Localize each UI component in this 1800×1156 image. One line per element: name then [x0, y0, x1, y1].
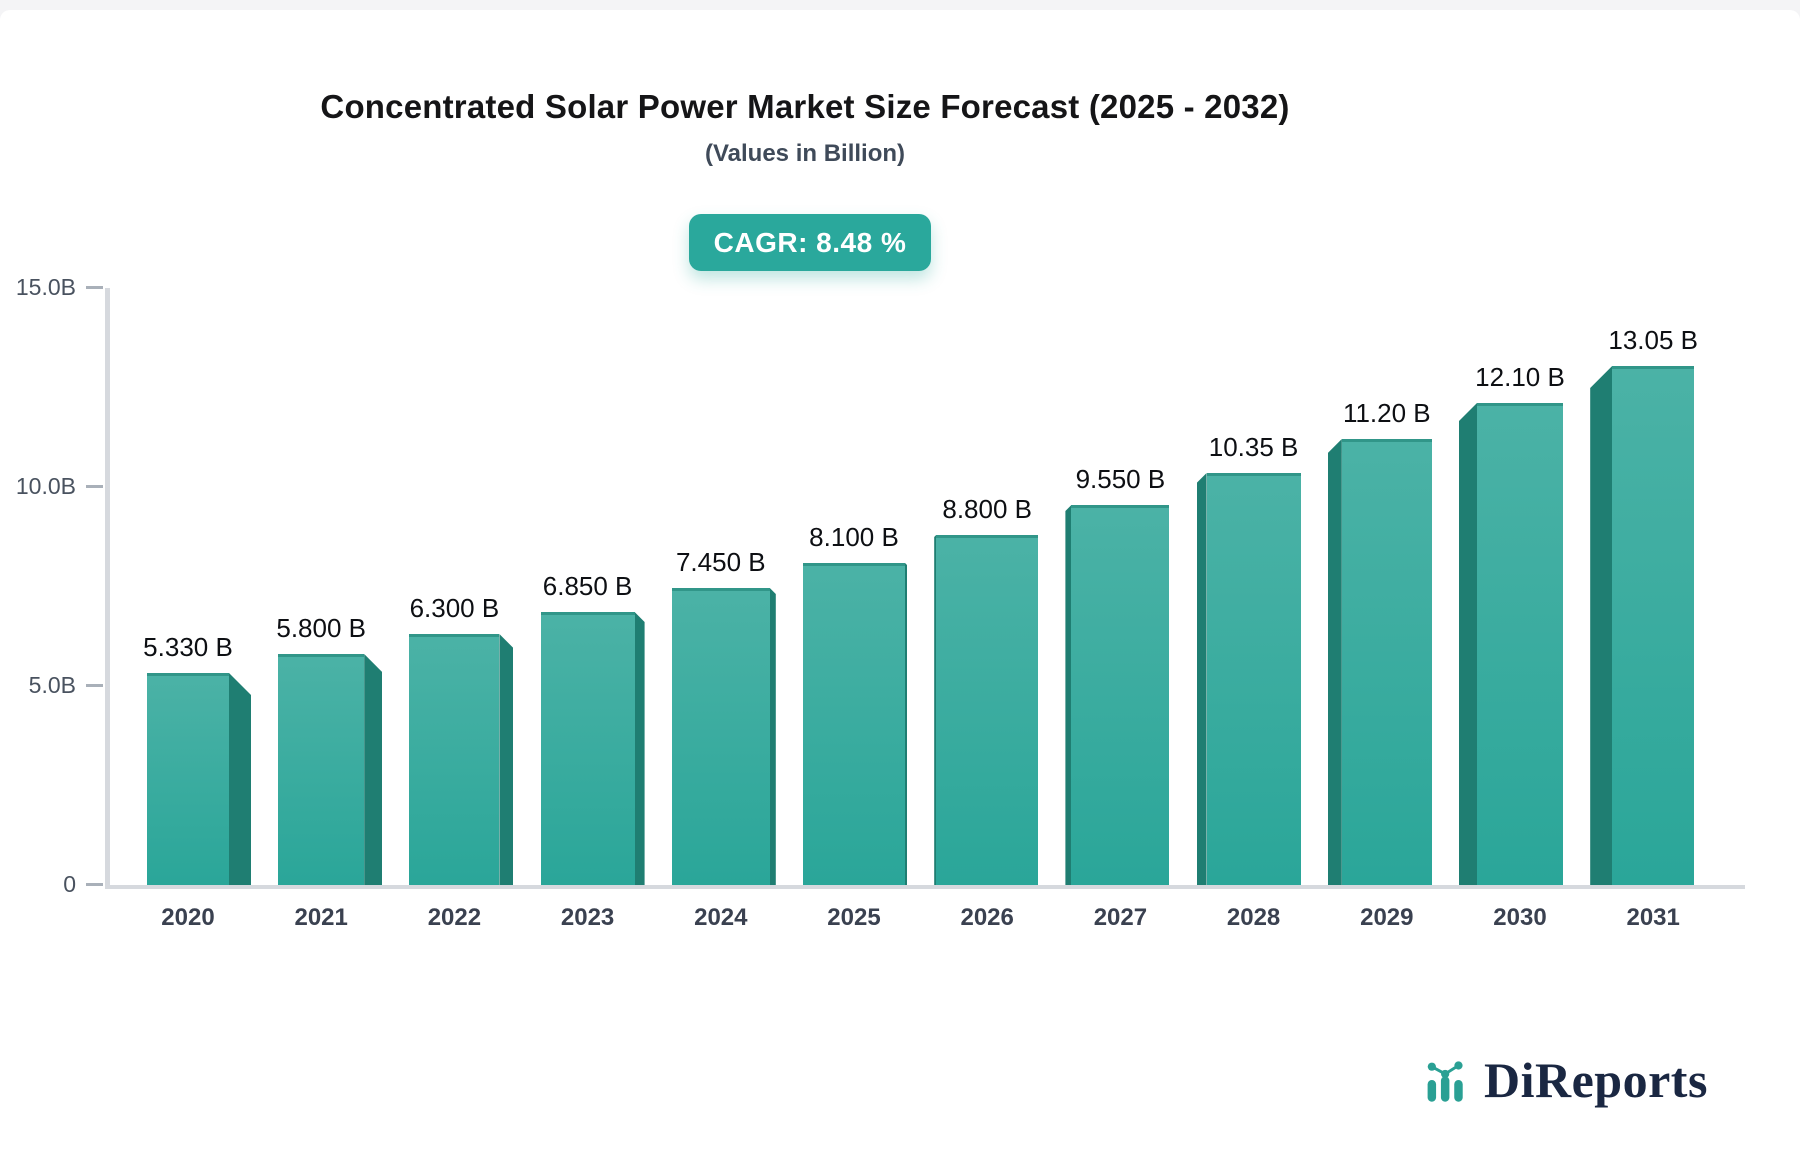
bar-side-shadow [229, 673, 251, 885]
x-axis-label: 2025 [827, 904, 881, 931]
bar-face [1477, 403, 1563, 885]
bar-2022[interactable] [409, 634, 514, 885]
bar-value-label: 10.35 B [1208, 432, 1299, 462]
bar-2026[interactable] [934, 535, 1039, 885]
bar-side-shadow [1459, 403, 1477, 885]
bar-2028[interactable] [1196, 473, 1301, 885]
bar-value-label: 13.05 B [1608, 325, 1698, 355]
bar-value-label: 11.20 B [1342, 398, 1431, 428]
chart-subtitle: (Values in Billion) [704, 140, 906, 167]
x-axis-label: 2023 [560, 904, 615, 931]
bar-face [147, 673, 229, 885]
bar-2027[interactable] [1065, 505, 1170, 885]
x-axis-label: 2026 [960, 904, 1014, 931]
bar-value-label: 8.800 B [942, 494, 1032, 524]
bar-chart-logo-icon [1427, 1061, 1463, 1102]
brand-logo: DiReports [1424, 1048, 1708, 1112]
bar-face [1071, 505, 1170, 885]
y-axis-tick [86, 485, 103, 488]
bar-face [936, 535, 1039, 885]
x-axis-label: 2021 [294, 904, 348, 931]
bar-2024[interactable] [671, 588, 776, 885]
y-axis-label: 10.0B [15, 473, 76, 499]
x-axis-label: 2028 [1226, 904, 1281, 931]
bar-value-label: 7.450 B [675, 547, 766, 577]
x-axis-label: 2029 [1360, 904, 1414, 931]
x-axis-line [105, 885, 1745, 889]
bar-side-shadow [934, 535, 937, 885]
bar-face [1206, 473, 1301, 885]
bar-side-shadow [769, 588, 776, 885]
bar-2031[interactable] [1590, 366, 1695, 885]
x-axis-label: 2024 [694, 904, 748, 931]
brand-name: DiReports [1484, 1052, 1708, 1108]
bar-side-shadow [634, 612, 645, 885]
bar-value-label: 6.300 B [409, 593, 500, 623]
chart-title: Concentrated Solar Power Market Size For… [320, 88, 1290, 125]
x-axis-label: 2027 [1093, 904, 1148, 931]
y-axis-line [105, 288, 110, 885]
bar-side-shadow [1065, 505, 1072, 885]
bar-face [409, 634, 500, 885]
cagr-badge: CAGR: 8.48 % [689, 214, 931, 271]
y-axis-label: 0 [63, 871, 76, 897]
bar-side-shadow [1327, 439, 1342, 885]
bar-2029[interactable] [1327, 439, 1432, 885]
bar-2023[interactable] [540, 612, 645, 885]
bar-2021[interactable] [278, 654, 383, 885]
bar-value-label: 6.850 B [542, 571, 633, 601]
bar-face [278, 654, 365, 885]
bar-side-shadow [499, 634, 514, 885]
bar-side-shadow [1590, 366, 1613, 885]
y-axis-tick [86, 684, 103, 687]
bar-face [803, 563, 905, 885]
bar-value-label: 9.550 B [1075, 464, 1166, 494]
x-axis-label: 2022 [427, 904, 482, 931]
bar-value-label: 12.10 B [1475, 362, 1565, 392]
y-axis-label: 15.0B [15, 274, 76, 300]
x-axis-label: 2031 [1626, 904, 1680, 931]
bar-side-shadow [1196, 473, 1207, 885]
bar-side-shadow [905, 563, 907, 885]
y-axis-tick [86, 286, 103, 289]
bar-2025[interactable] [803, 563, 907, 885]
bar-2030[interactable] [1459, 403, 1563, 885]
bar-2020[interactable] [147, 673, 251, 885]
y-axis-tick [86, 883, 103, 886]
bar-side-shadow [364, 654, 383, 885]
bar-value-label: 8.100 B [809, 522, 899, 552]
x-axis-label: 2020 [161, 904, 215, 931]
bar-face [540, 612, 635, 885]
bar-face [671, 588, 770, 885]
bar-face [1341, 439, 1432, 885]
bar-face [1612, 366, 1695, 885]
y-axis-label: 5.0B [28, 672, 76, 698]
bar-value-label: 5.330 B [143, 632, 233, 662]
bar-value-label: 5.800 B [276, 613, 366, 643]
x-axis-label: 2030 [1493, 904, 1547, 931]
